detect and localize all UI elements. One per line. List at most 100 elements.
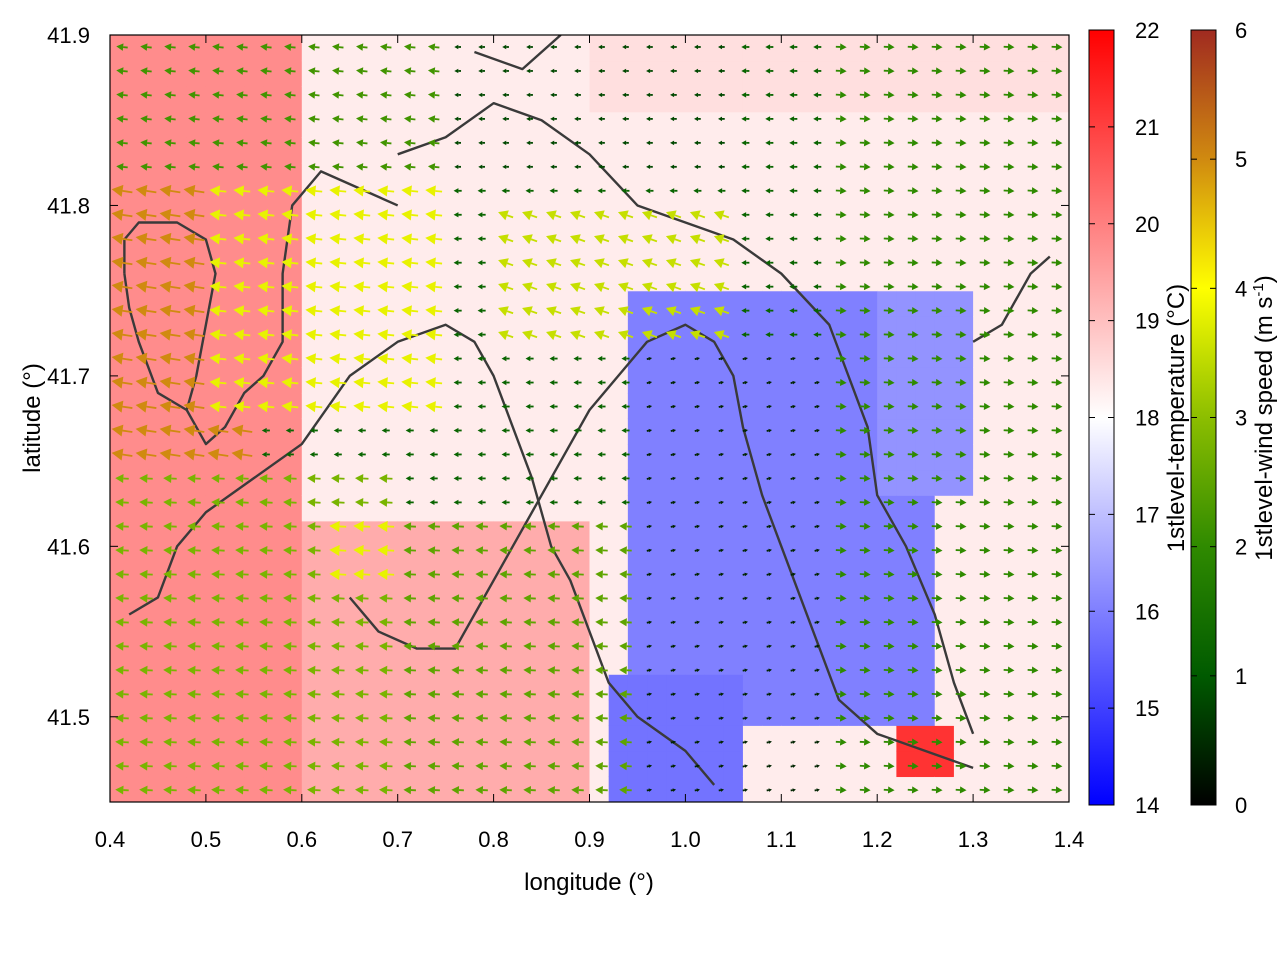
heat-cell (589, 341, 610, 368)
heat-cell (934, 444, 955, 471)
wind-vector-head (329, 329, 341, 341)
heat-cell (320, 623, 341, 650)
wind-vector-shaft (146, 189, 157, 194)
wind-vector-head (188, 91, 196, 99)
wind-vector-head (935, 714, 943, 722)
wind-vector-head (718, 92, 723, 98)
heat-cell (570, 367, 591, 394)
wind-vector-head (1031, 139, 1039, 147)
x-tick-label: 0.7 (382, 827, 413, 852)
wind-vector-head (713, 306, 725, 317)
heat-cell (320, 60, 341, 87)
heat-cell (1011, 111, 1032, 138)
heat-cell (359, 367, 380, 394)
heat-cell (282, 290, 303, 317)
wind-vector-head (765, 92, 771, 98)
heat-cell (800, 392, 821, 420)
heat-cell (838, 111, 859, 138)
heat-cell (359, 750, 380, 778)
wind-vector-head (257, 377, 269, 389)
wind-vector-head (1031, 115, 1039, 123)
heat-cell (819, 648, 840, 675)
wind-vector-head (1031, 762, 1039, 770)
heat-cell (1049, 648, 1069, 675)
heat-cell (148, 137, 169, 164)
heat-cell (742, 699, 763, 726)
heat-cell (877, 597, 897, 624)
heat-cell (781, 597, 802, 624)
wind-vector-head (305, 185, 317, 197)
wind-vector-head (236, 67, 244, 75)
heat-cell (263, 444, 284, 471)
heat-cell (819, 469, 840, 496)
wind-vector-head (863, 786, 871, 794)
heat-cell (455, 86, 476, 113)
wind-vector-head (595, 738, 603, 747)
wind-vector-head (571, 594, 579, 603)
wind-vector-head (284, 139, 292, 147)
wind-vector-head (1031, 91, 1039, 99)
heat-cell (762, 239, 782, 266)
wind-vector-head (1031, 259, 1039, 267)
heat-cell (1030, 316, 1051, 343)
wind-vector-head (403, 522, 412, 531)
heat-cell (685, 137, 706, 164)
heat-cell (934, 418, 955, 445)
wind-vector-head (813, 68, 819, 74)
heat-cell (493, 316, 514, 343)
heat-cell (762, 60, 782, 87)
heat-cell (167, 290, 188, 317)
wind-vector-head (813, 307, 819, 314)
wind-vector-shaft (650, 238, 658, 243)
wind-vector-head (720, 620, 724, 625)
heat-cell (1030, 571, 1051, 599)
heat-cell (186, 162, 207, 189)
wind-vector-head (622, 116, 627, 122)
heat-cell (647, 86, 667, 113)
wind-vector-head (574, 92, 579, 98)
wind-vector-head (209, 305, 221, 317)
wind-vector-head (305, 401, 317, 413)
wind-vector-head (405, 427, 411, 434)
heat-cell (723, 341, 744, 368)
heat-cell (666, 725, 686, 752)
wind-vector-head (622, 92, 627, 98)
wind-vector-head (236, 139, 244, 147)
heat-cell (819, 674, 840, 701)
wind-vector-head (983, 450, 991, 458)
wind-vector-head (1055, 378, 1063, 387)
wind-vector-head (744, 524, 748, 529)
heat-cell (416, 188, 437, 215)
heat-cell (647, 290, 667, 317)
wind-vector-head (1007, 642, 1015, 650)
wind-vector-head (1007, 307, 1015, 315)
wind-vector-head (1007, 139, 1015, 147)
heat-cell (416, 597, 437, 624)
wind-vector-head (768, 668, 772, 673)
wind-vector-head (116, 67, 124, 75)
heat-cell (647, 571, 667, 599)
wind-vector-head (211, 593, 220, 603)
heat-cell (723, 520, 744, 547)
wind-vector-head (672, 596, 677, 601)
heat-cell (512, 213, 533, 241)
heat-cell (762, 597, 782, 624)
heat-cell (455, 623, 476, 650)
heat-cell (781, 444, 802, 471)
heat-cell (838, 60, 859, 87)
heat-cell (781, 213, 802, 241)
heat-cell (531, 674, 552, 701)
wind-vector-head (284, 91, 292, 99)
heat-cell (915, 674, 936, 701)
heat-cell (1030, 265, 1051, 292)
wind-vector-head (768, 404, 772, 409)
heat-cell (531, 725, 552, 752)
heat-cell (992, 265, 1013, 292)
heat-cell (762, 35, 782, 62)
heat-cell (1011, 597, 1032, 624)
wind-vector-head (1055, 594, 1063, 602)
heat-cell (915, 162, 936, 189)
heat-cell (551, 265, 571, 292)
wind-vector-shaft (170, 261, 181, 266)
wind-vector-shaft (387, 238, 395, 241)
